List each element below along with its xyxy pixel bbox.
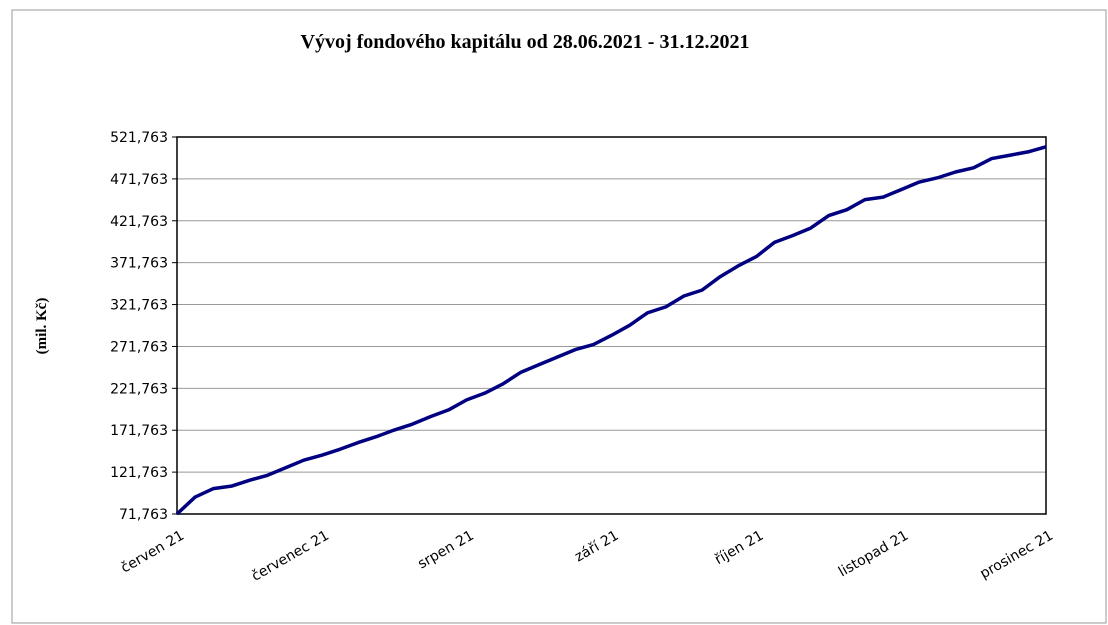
y-tick-label: 221,763 <box>110 381 168 397</box>
y-axis-label: (mil. Kč) <box>34 298 50 355</box>
data-line <box>175 145 1047 516</box>
x-tick-label: září 21 <box>572 528 621 566</box>
x-tick-label: prosinec 21 <box>977 528 1056 583</box>
y-tick-label: 271,763 <box>110 339 168 355</box>
chart-title: Vývoj fondového kapitálu od 28.06.2021 -… <box>301 31 750 53</box>
x-tick-label: listopad 21 <box>836 528 911 581</box>
y-tick-label: 171,763 <box>110 423 168 439</box>
y-tick-label: 521,763 <box>110 130 168 146</box>
y-tick-label: 371,763 <box>110 256 168 272</box>
x-tick-label: říjen 21 <box>712 528 766 569</box>
frame <box>11 9 1107 624</box>
y-tick-label: 121,763 <box>110 465 168 481</box>
y-tick-label: 471,763 <box>110 172 168 188</box>
x-tick-label: červenec 21 <box>249 528 332 585</box>
y-tick-label: 321,763 <box>110 298 168 314</box>
y-tick-label: 421,763 <box>110 214 168 230</box>
y-tick-label: 71,763 <box>119 507 168 523</box>
plot-border <box>176 136 1047 515</box>
x-tick-label: červen 21 <box>118 528 187 577</box>
x-tick-label: srpen 21 <box>415 528 476 573</box>
